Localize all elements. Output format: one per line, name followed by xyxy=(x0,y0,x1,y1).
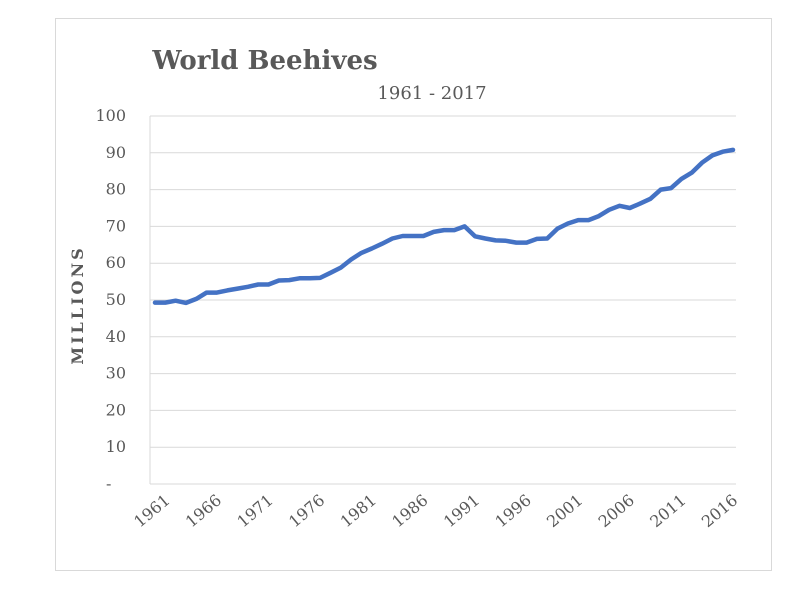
y-axis-label: MILLIONS xyxy=(68,245,87,364)
x-tick-label: 1996 xyxy=(491,491,534,532)
x-tick-label: 1971 xyxy=(233,491,276,532)
y-tick-label: 60 xyxy=(106,253,126,272)
y-tick-label: 30 xyxy=(106,364,126,383)
y-tick-label: 100 xyxy=(95,106,126,125)
beehives-series-line xyxy=(152,147,736,306)
x-tick-label: 2016 xyxy=(698,491,741,532)
y-tick-label: 70 xyxy=(106,216,126,235)
y-tick-label: - xyxy=(106,474,111,493)
x-tick-label: 1986 xyxy=(388,491,431,532)
chart-subtitle: 1961 - 2017 xyxy=(377,83,486,104)
series-group xyxy=(152,147,736,306)
y-tick-label: 20 xyxy=(106,400,126,419)
chart-frame: World Beehives 1961 - 2017 MILLIONS - 10 2… xyxy=(55,18,772,571)
x-tick-label: 2006 xyxy=(595,491,638,532)
x-tick-label: 2001 xyxy=(543,491,586,532)
x-axis-ticks: 1961 1966 1971 1976 1981 1986 1991 1996 2001 2006… xyxy=(130,491,741,532)
x-tick-label: 2011 xyxy=(646,491,689,532)
y-tick-label: 50 xyxy=(106,290,126,309)
y-tick-label: 40 xyxy=(106,327,126,346)
y-axis-ticks: - 10 20 30 40 50 60 70 80 90 100 xyxy=(95,106,126,493)
y-tick-label: 10 xyxy=(106,437,126,456)
x-tick-label: 1976 xyxy=(285,491,328,532)
gridlines xyxy=(149,115,736,485)
y-tick-label: 90 xyxy=(106,143,126,162)
chart-title: World Beehives xyxy=(151,46,377,76)
line-chart: World Beehives 1961 - 2017 MILLIONS - 10 2… xyxy=(68,46,741,532)
y-tick-label: 80 xyxy=(106,180,126,199)
x-tick-label: 1966 xyxy=(182,491,225,532)
x-tick-label: 1991 xyxy=(440,491,483,532)
x-tick-label: 1961 xyxy=(130,491,173,532)
x-tick-label: 1981 xyxy=(337,491,380,532)
